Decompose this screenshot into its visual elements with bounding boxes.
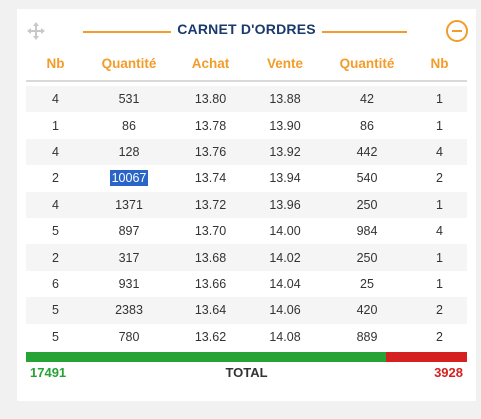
nb-sell-cell: 2 xyxy=(412,297,467,324)
widget-header: CARNET D'ORDRES xyxy=(17,9,476,54)
col-header-bid[interactable]: Achat xyxy=(173,47,248,82)
col-header-qty-buy[interactable]: Quantité xyxy=(85,47,173,82)
order-rows: 4 531 13.80 13.88 42 1 1 86 13.78 13.90 86 1 4 128 13.… xyxy=(26,86,467,350)
ask-price-cell: 13.96 xyxy=(248,191,322,218)
nb-buy-cell: 4 xyxy=(26,191,85,218)
table-row[interactable]: 1 86 13.78 13.90 86 1 xyxy=(26,112,467,138)
minus-circle-icon[interactable] xyxy=(446,20,468,42)
qty-buy-cell: 2383 xyxy=(85,297,173,324)
qty-sell-cell: 442 xyxy=(322,138,412,166)
nb-sell-cell: 4 xyxy=(412,138,467,166)
bid-price-cell: 13.76 xyxy=(173,138,248,166)
qty-sell-cell: 540 xyxy=(356,171,378,186)
nb-sell-cell: 2 xyxy=(436,329,443,344)
bid-price-cell: 13.74 xyxy=(194,171,227,186)
nb-buy-cell: 2 xyxy=(26,244,85,271)
qty-sell-cell: 250 xyxy=(322,191,412,218)
qty-sell-cell: 42 xyxy=(322,86,412,113)
bid-price-cell: 13.62 xyxy=(194,329,227,344)
volume-bar xyxy=(26,352,467,362)
table-row[interactable]: 6 931 13.66 14.04 25 1 xyxy=(26,271,467,297)
col-header-nb-buy[interactable]: Nb xyxy=(26,47,85,82)
qty-sell-cell: 86 xyxy=(360,118,374,133)
ask-price-cell: 14.06 xyxy=(248,297,322,324)
selected-text: 10067 xyxy=(109,170,149,187)
nb-sell-cell: 4 xyxy=(436,224,443,239)
nb-buy-cell: 5 xyxy=(26,297,85,324)
ask-price-cell: 14.00 xyxy=(269,224,301,239)
order-book-widget: CARNET D'ORDRES Nb Quantité Achat Vente … xyxy=(17,9,476,401)
total-label: TOTAL xyxy=(225,365,268,380)
qty-buy-cell: 931 xyxy=(118,276,140,291)
bid-price-cell: 13.80 xyxy=(173,86,248,113)
table-row[interactable]: 2 10067 13.74 13.94 540 2 xyxy=(26,165,467,191)
qty-buy-cell: 317 xyxy=(85,244,173,271)
sell-volume-bar xyxy=(386,352,467,362)
nb-buy-cell: 5 xyxy=(52,224,59,239)
bid-price-cell: 13.68 xyxy=(173,244,248,271)
qty-buy-cell: 531 xyxy=(85,86,173,113)
col-header-nb-sell[interactable]: Nb xyxy=(412,47,467,82)
table-header-row: Nb Quantité Achat Vente Quantité Nb xyxy=(26,47,467,82)
table-row[interactable]: 5 2383 13.64 14.06 420 2 xyxy=(26,297,467,324)
ask-price-cell: 14.08 xyxy=(269,329,301,344)
nb-sell-cell: 1 xyxy=(412,244,467,271)
qty-sell-cell: 250 xyxy=(322,244,412,271)
ask-price-cell: 13.90 xyxy=(269,118,301,133)
nb-sell-cell: 1 xyxy=(436,276,443,291)
nb-buy-cell: 4 xyxy=(26,86,85,113)
ask-price-cell: 14.02 xyxy=(248,244,322,271)
nb-buy-cell: 2 xyxy=(52,171,59,186)
nb-sell-cell: 2 xyxy=(436,171,443,186)
bid-price-cell: 13.70 xyxy=(194,224,227,239)
ask-price-cell: 13.92 xyxy=(248,138,322,166)
move-arrows-icon[interactable] xyxy=(27,22,45,40)
nb-buy-cell: 6 xyxy=(52,276,59,291)
totals-row: 17491 TOTAL 3928 xyxy=(26,363,467,383)
table-row[interactable]: 4 128 13.76 13.92 442 4 xyxy=(26,138,467,166)
total-buy-value: 17491 xyxy=(30,365,67,380)
nb-buy-cell: 1 xyxy=(52,118,59,133)
buy-volume-bar xyxy=(26,352,387,362)
qty-buy-cell: 780 xyxy=(118,329,140,344)
qty-buy-cell: 897 xyxy=(118,224,140,239)
table-row[interactable]: 2 317 13.68 14.02 250 1 xyxy=(26,244,467,271)
qty-sell-cell: 420 xyxy=(322,297,412,324)
order-book-table: Nb Quantité Achat Vente Quantité Nb 4 531… xyxy=(26,47,467,350)
ask-price-cell: 13.88 xyxy=(248,86,322,113)
table-row[interactable]: 4 531 13.80 13.88 42 1 xyxy=(26,86,467,113)
ask-price-cell: 13.94 xyxy=(269,171,301,186)
qty-buy-cell: 128 xyxy=(85,138,173,166)
bid-price-cell: 13.72 xyxy=(173,191,248,218)
widget-title: CARNET D'ORDRES xyxy=(17,21,476,37)
qty-buy-cell: 86 xyxy=(122,118,136,133)
title-rule-left xyxy=(83,31,181,33)
bid-price-cell: 13.66 xyxy=(194,276,227,291)
nb-sell-cell: 1 xyxy=(412,191,467,218)
nb-sell-cell: 1 xyxy=(412,86,467,113)
bid-price-cell: 13.78 xyxy=(194,118,227,133)
qty-sell-cell: 984 xyxy=(356,224,378,239)
bid-price-cell: 13.64 xyxy=(173,297,248,324)
col-header-qty-sell[interactable]: Quantité xyxy=(322,47,412,82)
qty-buy-cell: 10067 xyxy=(85,165,173,191)
qty-sell-cell: 889 xyxy=(356,329,378,344)
title-rule-right xyxy=(314,31,407,33)
qty-sell-cell: 25 xyxy=(360,276,374,291)
nb-buy-cell: 4 xyxy=(26,138,85,166)
nb-sell-cell: 1 xyxy=(436,118,443,133)
qty-buy-cell: 1371 xyxy=(85,191,173,218)
ask-price-cell: 14.04 xyxy=(269,276,301,291)
table-row[interactable]: 4 1371 13.72 13.96 250 1 xyxy=(26,191,467,218)
total-sell-value: 3928 xyxy=(434,365,463,380)
widget-title-text: CARNET D'ORDRES xyxy=(171,21,322,37)
table-row[interactable]: 5 780 13.62 14.08 889 2 xyxy=(26,324,467,350)
col-header-ask[interactable]: Vente xyxy=(248,47,322,82)
table-row[interactable]: 5 897 13.70 14.00 984 4 xyxy=(26,218,467,244)
nb-buy-cell: 5 xyxy=(52,329,59,344)
